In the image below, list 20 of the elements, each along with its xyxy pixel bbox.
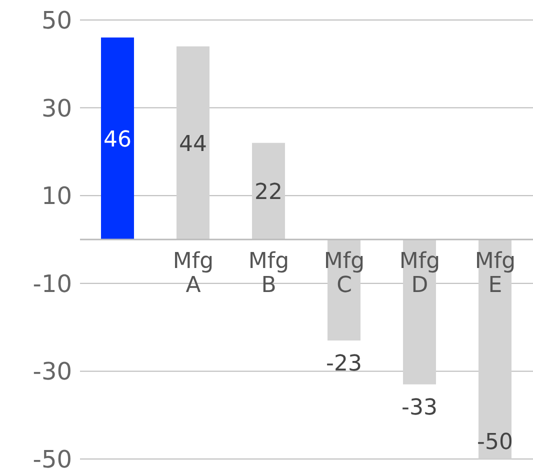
x-tick-label: Mfg A [172,248,214,298]
bar [252,142,285,240]
y-tick-label: -50 [32,446,72,472]
data-label: 22 [254,180,282,206]
y-tick-label: -30 [32,358,72,386]
bar [101,38,134,240]
x-tick-label: Mfg B [248,248,290,298]
data-label: 46 [104,128,132,153]
y-tick-label: 10 [41,182,72,210]
y-tick-label: 30 [41,94,72,122]
y-tick-label: -10 [32,270,72,298]
x-tick-label: Mfg D [399,248,440,298]
x-tick-label: Mfg E [474,248,516,298]
y-tick-label: 50 [41,6,72,35]
x-tick-label: Mfg C [324,248,365,298]
data-label: -50 [477,430,513,455]
bar [176,46,210,240]
data-label: 44 [179,132,207,157]
data-label: -33 [402,395,438,420]
data-label: -23 [326,351,362,376]
